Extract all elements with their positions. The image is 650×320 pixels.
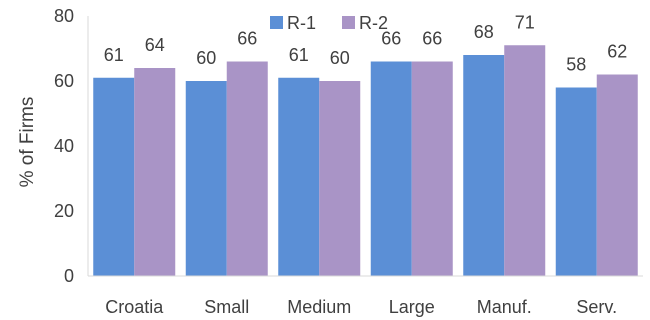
data-label: 66 <box>381 29 401 49</box>
y-ticks: 0 20 40 60 80 <box>54 6 74 286</box>
bar <box>504 45 546 276</box>
y-tick-label: 40 <box>54 136 74 156</box>
y-tick-label: 0 <box>64 266 74 286</box>
data-label: 66 <box>422 29 442 49</box>
bars <box>93 45 638 276</box>
x-tick-label: Serv. <box>576 297 617 317</box>
data-label: 71 <box>515 12 535 32</box>
bar <box>370 61 412 276</box>
x-tick-label: Croatia <box>105 297 164 317</box>
data-label: 60 <box>196 48 216 68</box>
data-labels: 61 64 60 66 61 60 66 66 68 71 58 62 <box>104 12 628 74</box>
y-tick-label: 80 <box>54 6 74 26</box>
bar <box>278 77 320 276</box>
legend-swatch <box>270 16 283 29</box>
data-label: 66 <box>237 29 257 49</box>
legend-label: R-2 <box>359 13 388 33</box>
bar <box>596 74 638 276</box>
bar <box>93 77 135 276</box>
x-tick-label: Small <box>204 297 249 317</box>
bar <box>411 61 453 276</box>
y-tick-label: 60 <box>54 71 74 91</box>
data-label: 60 <box>330 48 350 68</box>
data-label: 58 <box>566 55 586 75</box>
bar <box>185 81 227 276</box>
bar <box>463 55 505 276</box>
data-label: 64 <box>145 35 165 55</box>
bar <box>319 81 361 276</box>
legend-label: R-1 <box>287 13 316 33</box>
data-label: 61 <box>289 45 309 65</box>
x-tick-label: Large <box>389 297 435 317</box>
bar <box>226 61 268 276</box>
data-label: 62 <box>607 42 627 62</box>
legend: R-1 R-2 <box>270 13 388 33</box>
y-tick-label: 20 <box>54 201 74 221</box>
legend-swatch <box>342 16 355 29</box>
data-label: 61 <box>104 45 124 65</box>
x-tick-label: Medium <box>287 297 351 317</box>
x-ticks: Croatia Small Medium Large Manuf. Serv. <box>105 297 617 317</box>
y-axis-label: % of Firms <box>17 97 38 188</box>
bar <box>555 87 597 276</box>
data-label: 68 <box>474 22 494 42</box>
x-tick-label: Manuf. <box>477 297 532 317</box>
bar <box>134 68 176 276</box>
